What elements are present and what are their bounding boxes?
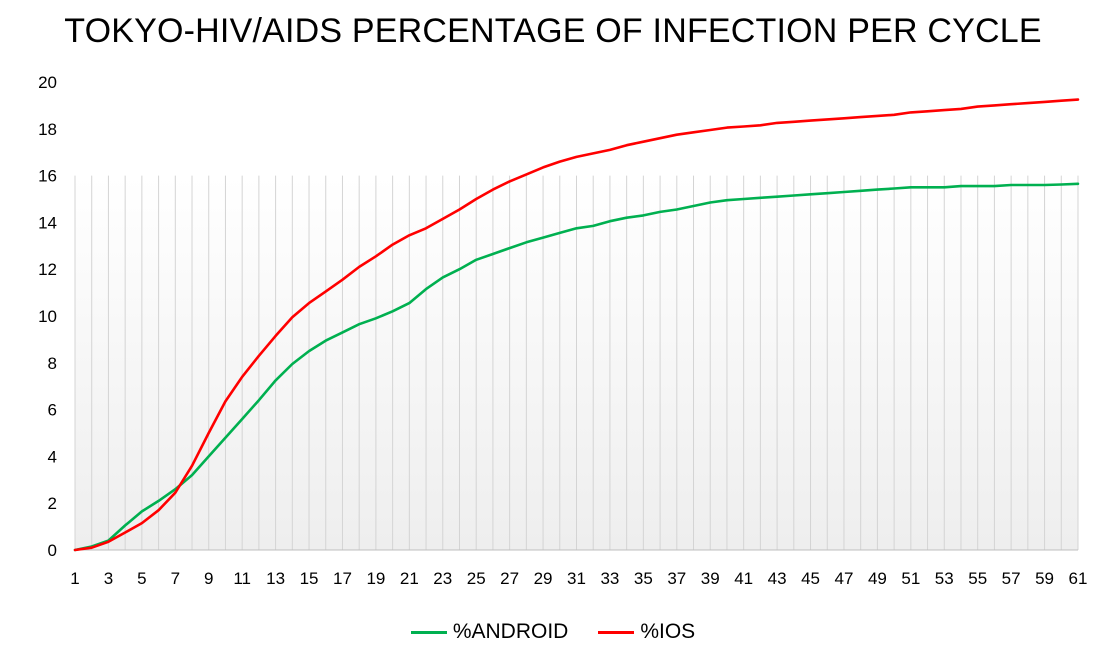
x-tick-label: 23 — [433, 569, 452, 588]
series-line-android — [73, 182, 1080, 552]
legend-item-ios: %IOS — [598, 620, 695, 644]
legend-swatch-android — [410, 630, 447, 634]
x-tick-label: 5 — [137, 569, 146, 588]
y-tick-label: 8 — [48, 354, 57, 373]
gridlines — [74, 175, 1079, 550]
x-tick-label: 13 — [266, 569, 285, 588]
x-tick-label: 33 — [600, 569, 619, 588]
x-tick-label: 17 — [333, 569, 352, 588]
x-tick-label: 59 — [1035, 569, 1054, 588]
x-tick-label: 19 — [366, 569, 385, 588]
x-tick-label: 57 — [1002, 569, 1021, 588]
x-tick-label: 31 — [567, 569, 586, 588]
x-tick-label: 39 — [701, 569, 720, 588]
x-tick-label: 7 — [171, 569, 180, 588]
x-tick-label: 43 — [768, 569, 787, 588]
x-tick-label: 11 — [233, 569, 251, 588]
y-tick-label: 2 — [48, 494, 57, 513]
x-tick-label: 53 — [935, 569, 954, 588]
y-tick-label: 12 — [38, 260, 57, 279]
x-tick-label: 37 — [667, 569, 686, 588]
y-tick-label: 6 — [48, 401, 57, 420]
y-tick-label: 18 — [38, 120, 57, 139]
y-tick-label: 0 — [48, 541, 57, 560]
x-tick-label: 41 — [734, 569, 753, 588]
x-tick-label: 45 — [801, 569, 820, 588]
legend-label-android: %ANDROID — [452, 620, 569, 643]
x-tick-label: 27 — [500, 569, 519, 588]
x-tick-label: 51 — [901, 569, 920, 588]
y-tick-label: 4 — [48, 447, 57, 466]
x-tick-label: 21 — [400, 569, 419, 588]
x-tick-label: 55 — [968, 569, 987, 588]
x-tick-label: 9 — [204, 569, 213, 588]
x-tick-label: 29 — [534, 569, 553, 588]
series-line-ios — [73, 98, 1080, 552]
series-lines — [73, 98, 1080, 552]
x-tick-label: 61 — [1069, 569, 1088, 588]
x-tick-label: 3 — [104, 569, 113, 588]
x-tick-label: 49 — [868, 569, 887, 588]
legend-item-android: %ANDROID — [410, 620, 569, 644]
y-tick-label: 20 — [38, 73, 57, 92]
y-tick-label: 10 — [38, 307, 57, 326]
x-tick-label: 47 — [835, 569, 854, 588]
x-tick-label: 1 — [70, 569, 79, 588]
legend: %ANDROID %IOS — [0, 620, 1106, 644]
chart-title: TOKYO-HIV/AIDS PERCENTAGE OF INFECTION P… — [64, 12, 1042, 50]
y-tick-label: 16 — [38, 167, 57, 186]
x-tick-label: 15 — [300, 569, 319, 588]
legend-swatch-ios — [598, 630, 635, 634]
y-tick-label: 14 — [38, 213, 57, 232]
x-tick-label: 35 — [634, 569, 653, 588]
x-tick-label: 25 — [467, 569, 486, 588]
legend-label-ios: %IOS — [640, 620, 696, 643]
